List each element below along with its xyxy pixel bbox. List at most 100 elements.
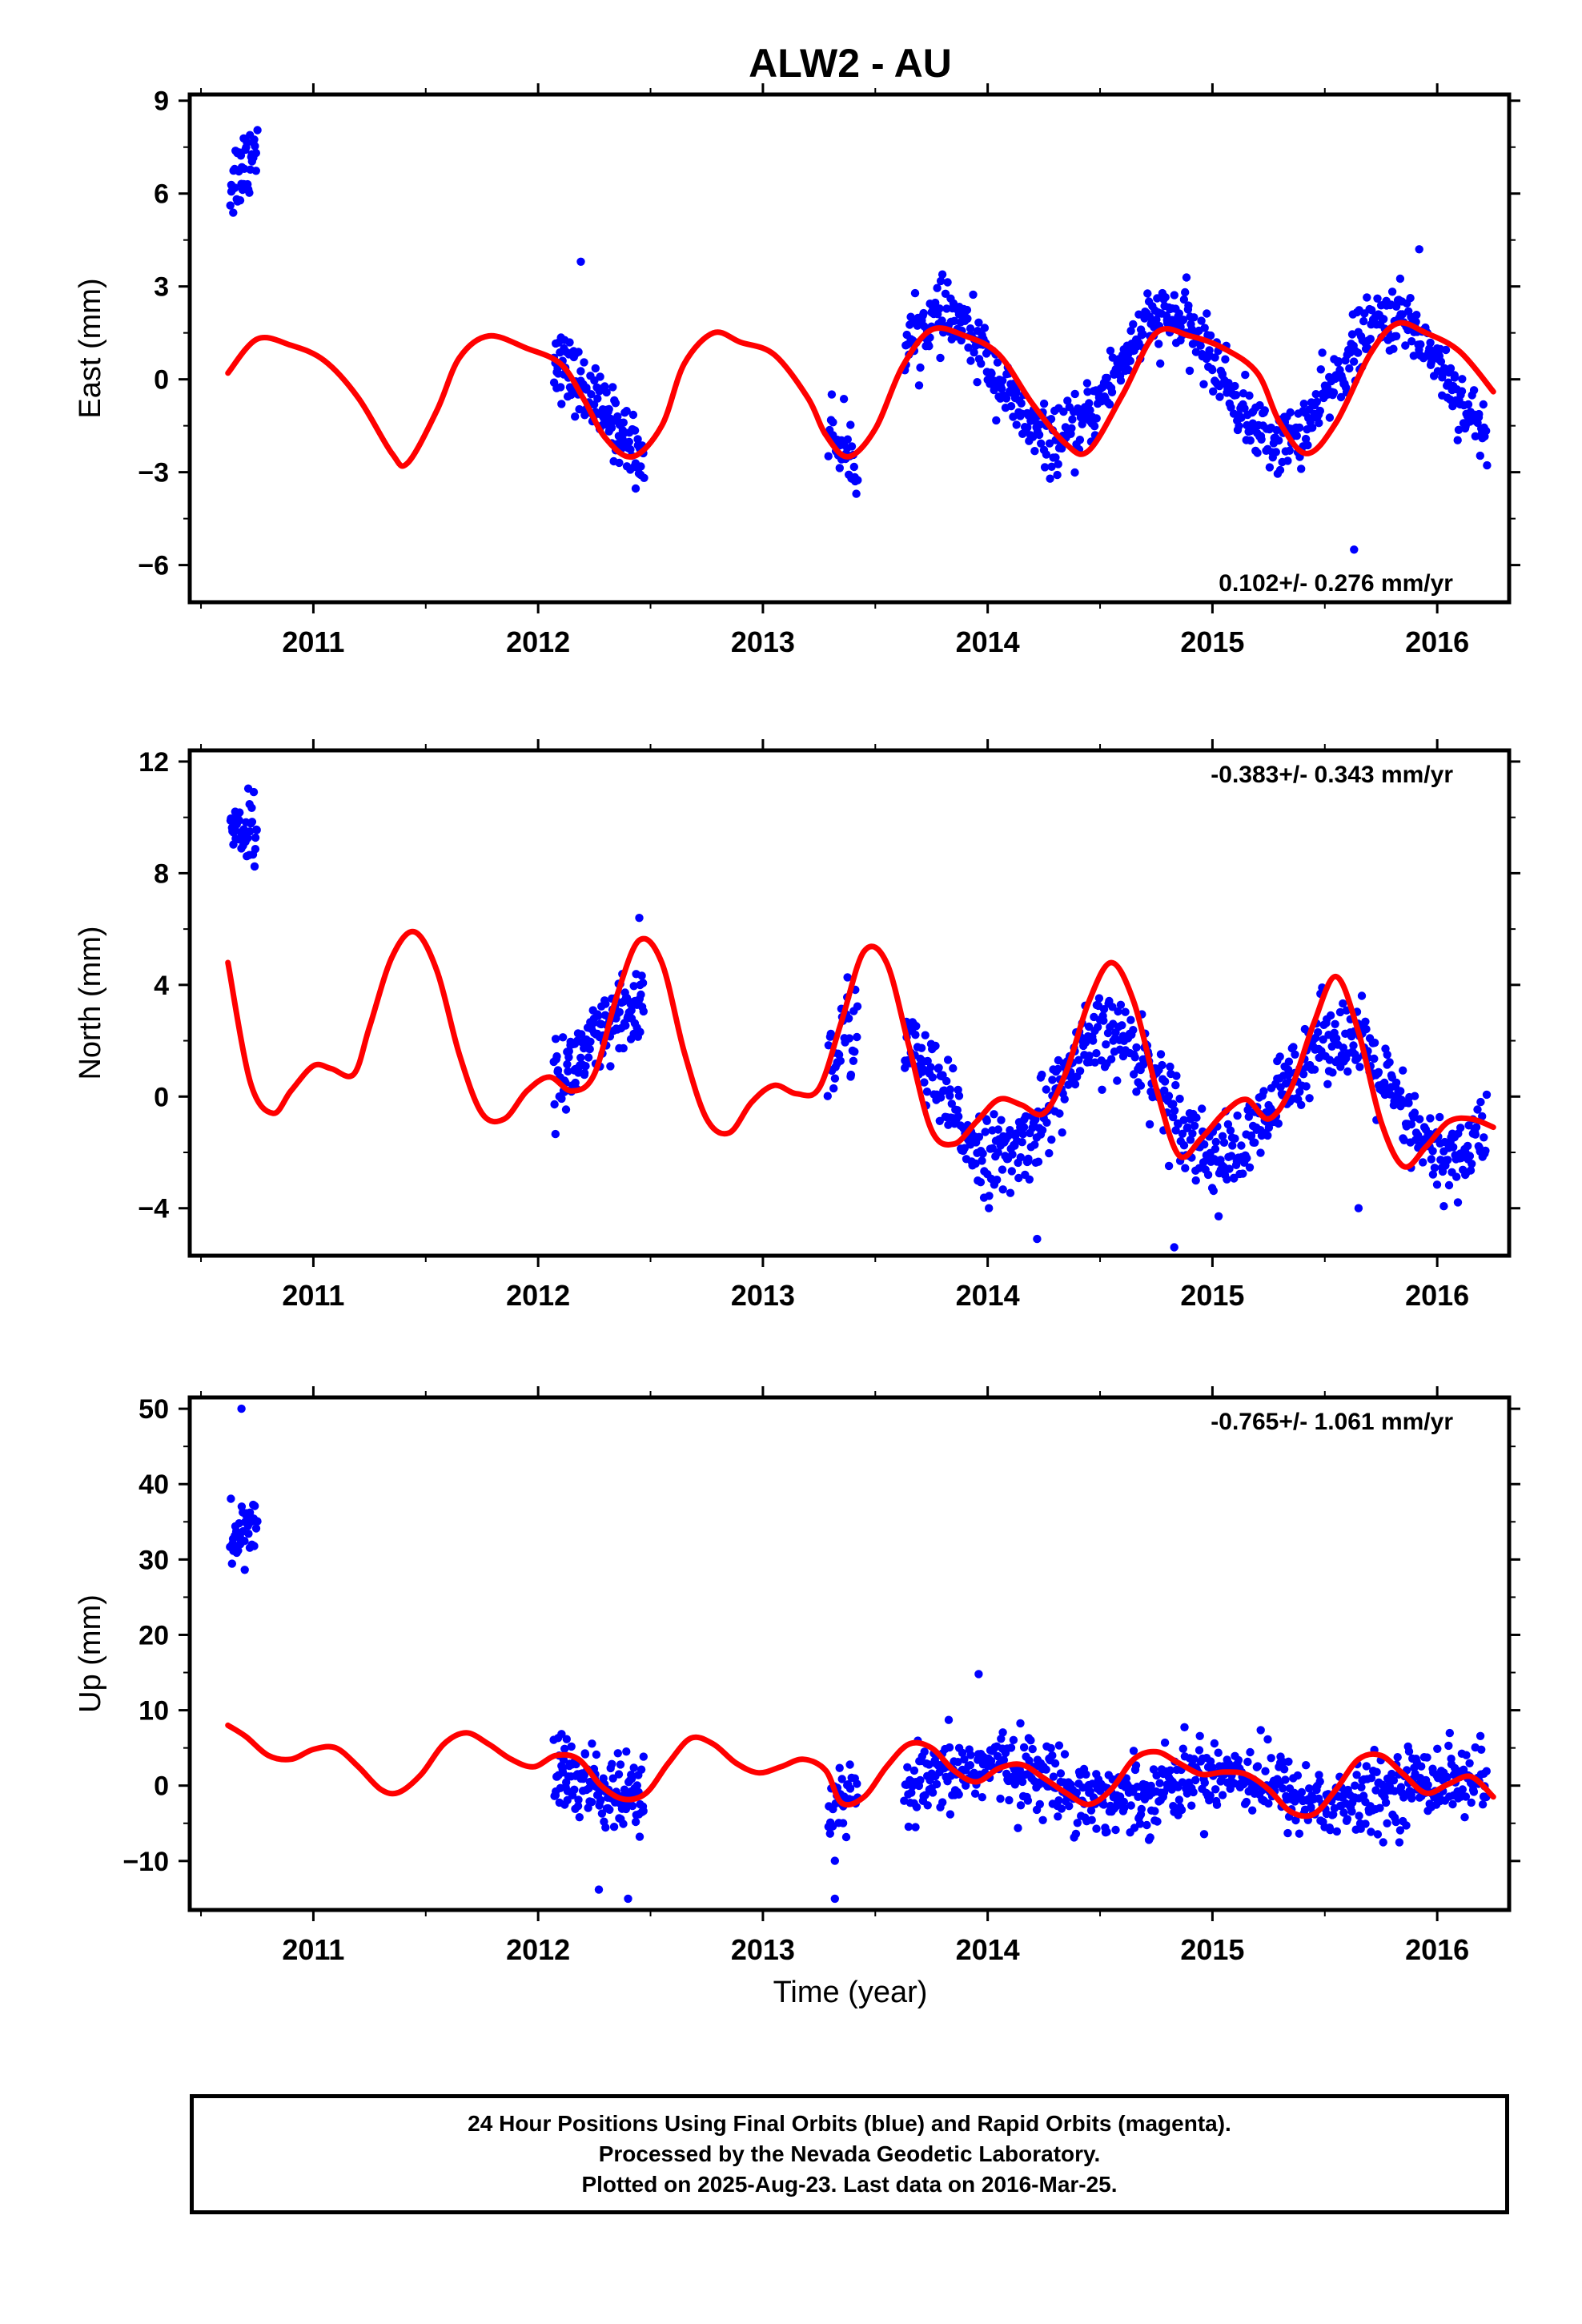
data-point [1039, 399, 1049, 408]
data-point [1443, 1156, 1452, 1164]
figure-title: ALW2 - AU [749, 41, 952, 86]
data-point [1302, 1761, 1311, 1770]
data-point [234, 1546, 243, 1555]
data-point [621, 1804, 631, 1814]
data-point [1354, 1204, 1363, 1212]
data-point [1158, 1060, 1166, 1070]
data-point [1089, 1036, 1098, 1045]
data-point [1111, 1825, 1120, 1835]
data-point [636, 1027, 644, 1036]
data-point [925, 342, 934, 351]
data-point [1476, 1097, 1485, 1107]
data-point [1161, 293, 1170, 302]
data-point [1347, 1807, 1356, 1816]
data-point [638, 979, 648, 987]
data-point [565, 338, 574, 347]
data-point [553, 1066, 563, 1075]
data-point [1353, 1054, 1362, 1063]
data-point [581, 1062, 590, 1071]
velocity-label: 0.102+/- 0.276 mm/yr [1219, 570, 1453, 597]
x-tick-label: 2016 [1405, 1279, 1469, 1312]
data-point [974, 318, 983, 327]
data-point [1261, 1767, 1270, 1775]
panel-east: 9 6 3 0 −3 −6 2011 2012 2013 2014 2015 2016 East (mm… [74, 83, 1520, 658]
data-point [996, 1794, 1005, 1803]
data-point [1469, 1787, 1479, 1796]
data-point [1153, 1817, 1162, 1826]
data-point [575, 404, 584, 414]
data-point [1075, 1771, 1085, 1779]
data-point [1071, 1829, 1081, 1839]
data-point [605, 1805, 614, 1814]
data-point [1209, 387, 1218, 396]
data-point [1223, 1175, 1231, 1184]
y-tick-label: 30 [139, 1545, 169, 1575]
data-point [1370, 1054, 1379, 1063]
data-point [1315, 419, 1323, 428]
data-point [1263, 1131, 1272, 1140]
data-point [1471, 432, 1480, 440]
data-point [1352, 1771, 1361, 1779]
x-tick-label: 2015 [1180, 1933, 1244, 1966]
data-point [1395, 1838, 1404, 1847]
data-point [1478, 1800, 1488, 1809]
data-point [1054, 1796, 1063, 1805]
y-tick-label: −6 [138, 551, 169, 581]
data-point [1289, 1043, 1298, 1051]
data-point [1018, 1130, 1028, 1139]
data-point [251, 148, 260, 158]
data-point [252, 826, 261, 834]
data-point [624, 437, 633, 446]
y-tick-label: 0 [154, 365, 169, 396]
data-point [1458, 375, 1467, 384]
data-point [551, 1129, 560, 1139]
data-point [999, 1755, 1009, 1764]
data-point [911, 1031, 920, 1039]
data-point [624, 1894, 632, 1904]
data-point [911, 1823, 920, 1831]
data-point [251, 845, 260, 854]
data-point [1025, 1756, 1034, 1765]
data-point [981, 1128, 990, 1136]
data-point [227, 1494, 235, 1503]
data-point [593, 394, 602, 403]
data-point [1181, 287, 1190, 297]
data-point [1114, 1007, 1122, 1016]
data-point [903, 1763, 912, 1771]
y-tick-label: 40 [139, 1470, 169, 1500]
data-point [923, 1056, 932, 1066]
data-point [837, 1775, 846, 1783]
data-point [993, 1176, 1002, 1184]
data-point [964, 343, 973, 352]
data-point [601, 1823, 610, 1832]
data-point [1231, 1134, 1239, 1143]
data-point [601, 999, 610, 1008]
data-point [602, 388, 611, 397]
data-point [576, 257, 585, 266]
data-point [970, 348, 978, 357]
data-point [604, 404, 613, 414]
data-point [575, 1813, 584, 1822]
data-point [564, 1067, 572, 1076]
data-point [936, 353, 945, 363]
data-point [844, 1014, 853, 1023]
y-tick-label: 0 [154, 1771, 169, 1802]
data-point [1028, 1744, 1037, 1754]
data-point [608, 1759, 616, 1768]
x-tick-label: 2013 [731, 1279, 795, 1312]
data-point [613, 1749, 622, 1758]
data-point [1399, 1066, 1407, 1075]
data-point [591, 364, 600, 373]
data-point [1199, 380, 1208, 388]
data-point [909, 1766, 919, 1775]
data-point [1428, 1147, 1437, 1156]
data-point [1389, 1776, 1399, 1785]
data-point [970, 1789, 980, 1798]
data-point [990, 1110, 998, 1119]
data-point [1106, 346, 1115, 356]
data-point [629, 1763, 638, 1772]
data-point [933, 283, 942, 292]
data-point [1035, 420, 1045, 429]
data-point [850, 1047, 859, 1056]
data-point [916, 1775, 925, 1785]
